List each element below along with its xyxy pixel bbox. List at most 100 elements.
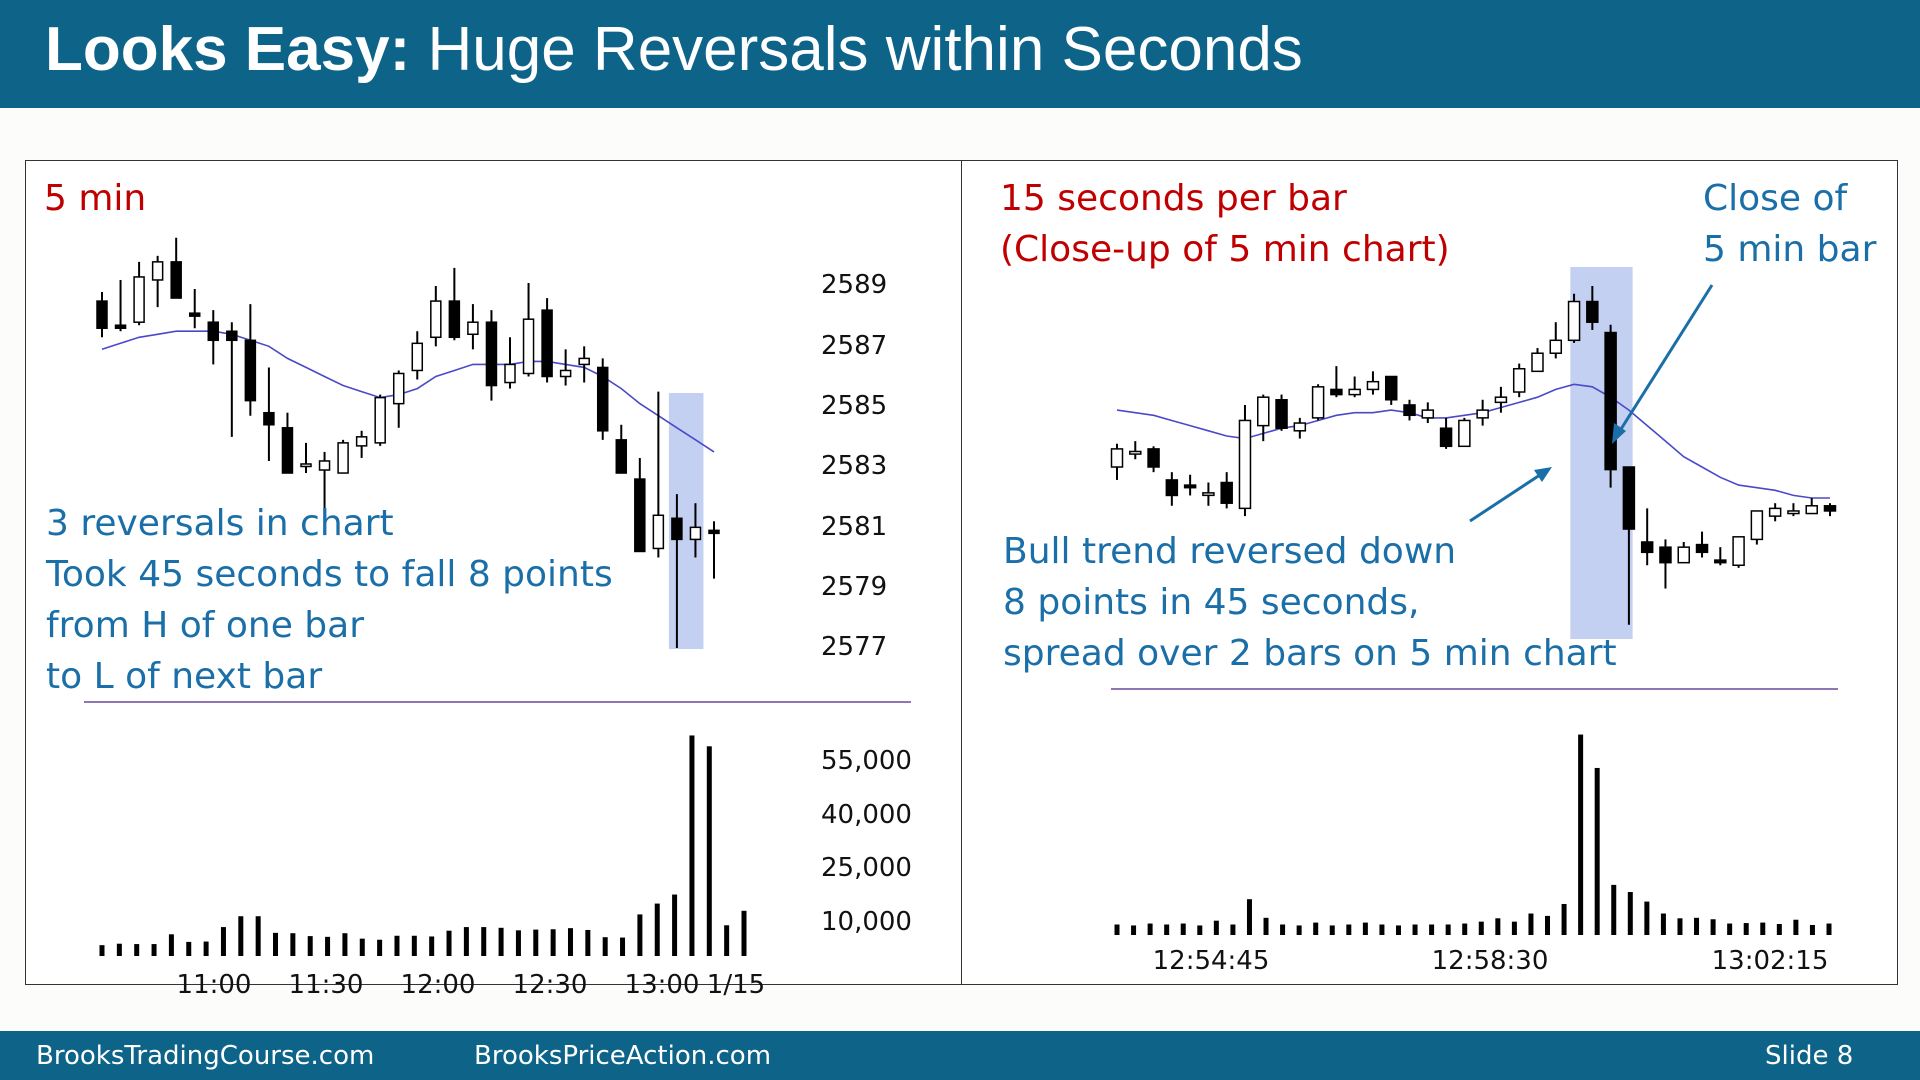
left-candle-body (374, 396, 386, 444)
left-candle-body (430, 300, 442, 339)
right-candle-body (1257, 396, 1270, 427)
footer-bar: BrooksTradingCourse.com BrooksPriceActio… (0, 1031, 1920, 1080)
footer-link-trading-course[interactable]: BrooksTradingCourse.com (36, 1041, 375, 1071)
left-volume-bar (116, 943, 122, 956)
right-volume-bar (1793, 919, 1799, 935)
right-volume-bar (1511, 921, 1517, 935)
left-candle-body (96, 300, 108, 329)
right-volume-bar (1710, 919, 1716, 935)
right-volume-bar (1660, 913, 1666, 935)
right-candle-body (1604, 331, 1617, 471)
right-candle-body (1476, 409, 1489, 419)
left-volume-bar (533, 929, 539, 956)
right-candle-body (1238, 419, 1252, 510)
x-tick-1200: 12:00 (400, 970, 476, 1000)
left-volume-bar (99, 945, 105, 956)
slide-title-bold: Looks Easy: (45, 15, 411, 84)
right-candle-body (1129, 450, 1142, 455)
right-volume-bar (1346, 924, 1352, 935)
price-tick-2577: 2577 (821, 632, 888, 662)
left-candle-body (671, 517, 683, 541)
right-candle-body (1165, 479, 1179, 497)
volume-tick-55000: 55,000 (821, 746, 912, 776)
chart-5min-svg (84, 237, 911, 956)
x-tick-125445: 12:54:45 (1152, 946, 1270, 976)
right-volume-bar (1826, 923, 1832, 935)
right-volume-bar (1429, 924, 1435, 935)
x-tick-125830: 12:58:30 (1431, 946, 1549, 976)
right-volume-bar (1362, 922, 1368, 935)
left-candle-body (207, 321, 220, 342)
right-volume-bar (1164, 924, 1170, 935)
right-candle-body (1732, 536, 1745, 567)
right-volume-bar (1627, 892, 1633, 935)
right-volume-bar (1246, 899, 1252, 935)
left-candle-body (689, 526, 702, 541)
label-15sec-line-2: (Close-up of 5 min chart) (1000, 229, 1450, 270)
right-highlight-band (1570, 267, 1633, 639)
left-candle-body (300, 463, 312, 468)
price-tick-2589: 2589 (821, 270, 888, 300)
x-tick-1130: 11:30 (288, 970, 364, 1000)
right-volume-bar (1412, 924, 1418, 935)
right-volume-bar (1280, 924, 1286, 935)
right-candle-body (1384, 375, 1398, 401)
slide-title: Looks Easy: Huge Reversals within Second… (45, 14, 1303, 85)
left-volume-bar (515, 930, 521, 956)
price-tick-2587: 2587 (821, 331, 888, 361)
arrow-reversal (1469, 469, 1547, 523)
right-annotation-line-2: 8 points in 45 seconds, (1003, 582, 1420, 623)
right-candle-body (1714, 559, 1727, 564)
right-candle-body (1640, 541, 1654, 554)
right-volume-bar (1180, 923, 1186, 935)
left-volume-bar (359, 938, 365, 956)
left-volume-bar (325, 936, 331, 956)
left-volume-bar (724, 925, 730, 956)
left-candle-body (652, 514, 665, 550)
right-volume-bar (1263, 917, 1269, 935)
right-annotation-line-1: Bull trend reversed down (1003, 531, 1457, 572)
left-volume-bar (463, 927, 469, 956)
left-candle-body (114, 324, 127, 329)
right-volume-bar (1727, 923, 1733, 935)
left-volume-bar (689, 735, 695, 956)
right-candle-body (1202, 492, 1215, 497)
left-volume-bar (377, 939, 383, 956)
close-label-line-1: Close of (1703, 178, 1848, 219)
right-candle-body (1750, 510, 1764, 541)
left-candle-body (151, 261, 164, 281)
footer-link-price-action[interactable]: BrooksPriceAction.com (474, 1041, 772, 1071)
right-volume-bar (1809, 924, 1815, 935)
right-candle-body (1512, 367, 1526, 393)
right-volume-bar (1611, 884, 1617, 935)
right-volume-bar (1462, 923, 1468, 935)
close-label-line-2: 5 min bar (1703, 229, 1877, 270)
price-tick-2583: 2583 (821, 451, 888, 481)
left-annotation-line-1: 3 reversals in chart (46, 503, 394, 544)
arrow-reversal-head (1534, 467, 1552, 482)
left-volume-bar (620, 937, 626, 956)
right-volume-bar (1445, 924, 1451, 935)
right-volume-bar (1760, 922, 1766, 935)
left-annotation-line-4: to L of next bar (46, 656, 323, 697)
right-candle-body (1695, 543, 1709, 554)
left-candle-body (263, 411, 275, 426)
left-candle-body (226, 330, 238, 342)
left-annotation-line-3: from H of one bar (46, 605, 365, 646)
right-candle-body (1439, 427, 1453, 448)
right-candle-body (1183, 484, 1197, 489)
left-candle-body (615, 439, 628, 474)
chart-panel-5min: 5 min 3 reversals in chart Took 45 secon… (25, 160, 962, 1000)
left-candle-body (448, 300, 461, 339)
left-volume-bar (602, 937, 608, 956)
left-candle-body (244, 339, 257, 402)
right-volume-bar (1296, 925, 1302, 935)
right-candle-body (1458, 419, 1471, 448)
x-tick-130215: 13:02:15 (1711, 946, 1829, 976)
left-volume-bar (151, 944, 157, 956)
left-candle-body (467, 321, 479, 336)
left-candle-body (522, 318, 535, 375)
left-candle-body (504, 363, 516, 384)
right-volume-bar (1313, 922, 1319, 935)
price-tick-2585: 2585 (821, 391, 888, 421)
